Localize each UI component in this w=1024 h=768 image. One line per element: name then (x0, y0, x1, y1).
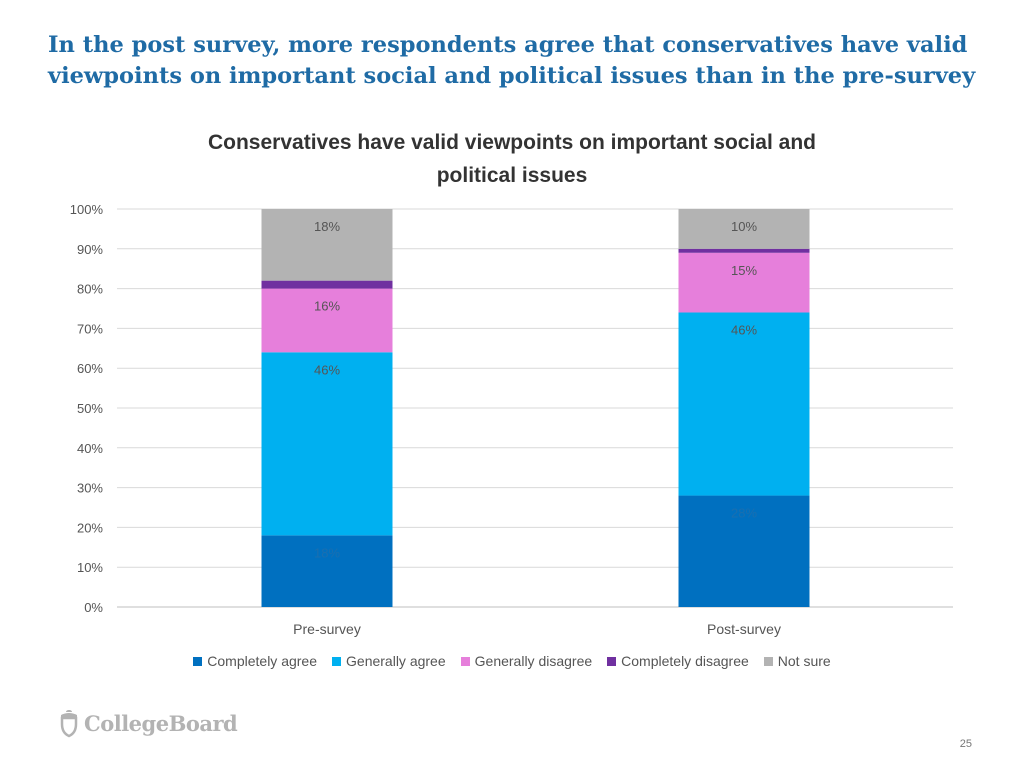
legend-label: Generally agree (346, 653, 446, 669)
y-tick-label: 20% (77, 520, 103, 535)
y-tick-label: 70% (77, 321, 103, 336)
data-label: 46% (314, 362, 340, 377)
legend-swatch (607, 656, 617, 666)
x-tick-label: Pre-survey (293, 621, 361, 637)
bar-segment (678, 495, 810, 607)
legend-swatch (460, 656, 470, 666)
slide-title-line-1: In the post survey, more respondents agr… (48, 32, 968, 58)
legend-swatch (193, 656, 203, 666)
bar-segment (678, 248, 810, 253)
data-label: 46% (731, 322, 757, 337)
chart-legend: Completely agree Generally agree Generally… (0, 653, 1024, 669)
y-tick-label: 60% (77, 361, 103, 376)
acorn-icon (60, 710, 78, 738)
bar-segment (261, 280, 393, 289)
bar-segment (261, 209, 393, 281)
bar-segment (261, 352, 393, 536)
y-tick-label: 100% (70, 202, 104, 217)
legend-label: Completely disagree (621, 653, 749, 669)
legend-label: Generally disagree (474, 653, 593, 669)
y-tick-label: 40% (77, 441, 103, 456)
y-tick-label: 90% (77, 242, 103, 257)
logo-text: CollegeBoard (84, 710, 238, 736)
data-label: 28% (731, 506, 757, 521)
bar-segment (261, 535, 393, 607)
chart-title: Conservatives have valid viewpoints on i… (112, 126, 912, 192)
bar-segment (678, 252, 810, 313)
legend-swatch (763, 656, 773, 666)
legend-item: Completely agree (193, 653, 317, 669)
page-number: 25 (959, 738, 972, 750)
x-tick-label: Post-survey (707, 621, 781, 637)
legend-item: Not sure (763, 653, 831, 669)
legend-label: Completely agree (207, 653, 318, 669)
data-label: 18% (314, 219, 340, 234)
y-tick-label: 30% (77, 481, 103, 496)
y-tick-label: 80% (77, 282, 103, 297)
collegeboard-logo: CollegeBoard (58, 708, 238, 738)
legend-label: Not sure (777, 653, 831, 669)
y-tick-label: 50% (77, 401, 103, 416)
legend-item: Completely disagree (607, 653, 749, 669)
bar-segment (678, 312, 810, 496)
chart-title-line-1: Conservatives have valid viewpoints on i… (207, 131, 816, 154)
legend-swatch (332, 656, 342, 666)
legend-item: Generally agree (332, 653, 446, 669)
data-label: 18% (314, 545, 340, 560)
data-label: 15% (731, 263, 757, 278)
data-label: 16% (314, 299, 340, 314)
chart-title-line-2: political issues (436, 164, 588, 187)
y-tick-label: 10% (77, 560, 103, 575)
slide-title: In the post survey, more respondents agr… (48, 30, 988, 92)
data-label: 10% (731, 219, 757, 234)
legend-item: Generally disagree (460, 653, 593, 669)
bar-segment (678, 209, 810, 249)
y-tick-label: 0% (84, 600, 103, 615)
slide-title-line-2: viewpoints on important social and polit… (48, 63, 976, 89)
bar-segment (261, 288, 393, 353)
